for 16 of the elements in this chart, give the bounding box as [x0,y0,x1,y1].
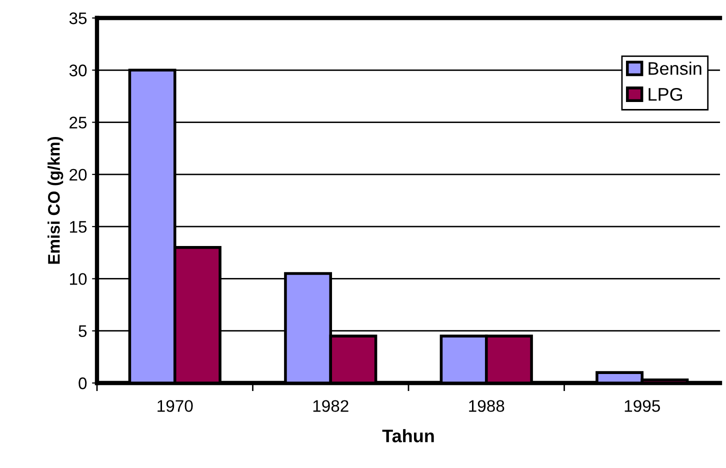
x-tick-label: 1995 [624,400,660,412]
y-tick-label: 15 [70,221,87,233]
x-tick-label: 1982 [313,400,348,412]
y-tick-label: 20 [70,168,87,181]
y-tick-label: 25 [70,116,87,128]
y-tick-label: 0 [78,377,87,390]
x-tick-label: 1970 [158,400,193,412]
legend-label: Bensin [648,62,702,75]
y-tick-label: 10 [70,273,87,285]
y-tick-label: 5 [78,325,87,338]
y-axis-title: Emisi CO (g/km) [48,136,64,264]
x-tick-label: 1988 [469,400,504,412]
legend-label: LPG [648,88,682,101]
x-axis-title: Tahun [382,429,434,442]
y-tick-label: 30 [69,64,87,76]
y-tick-label: 35 [69,12,87,24]
